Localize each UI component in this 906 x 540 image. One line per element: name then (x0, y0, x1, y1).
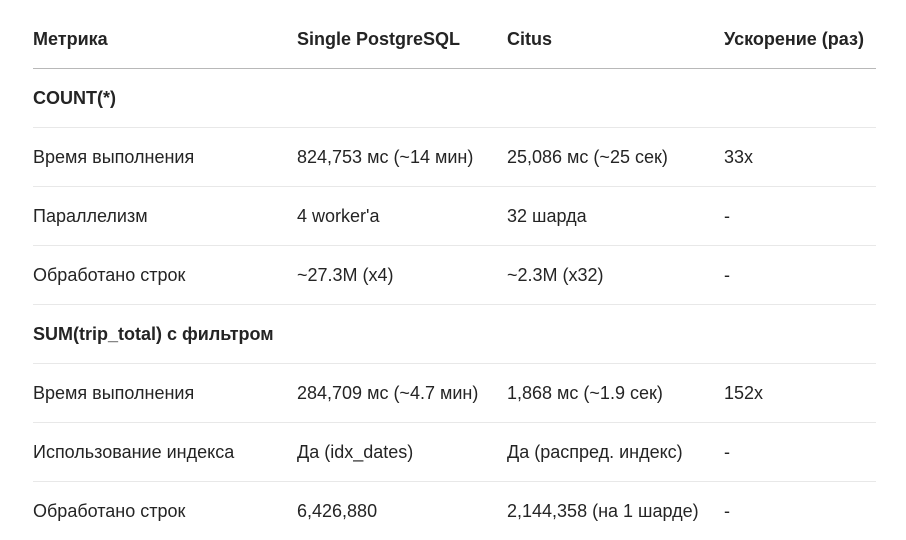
section-title: SUM(trip_total) с фильтром (33, 324, 274, 344)
metric-cell: Время выполнения (33, 383, 195, 403)
single-postgresql-cell: ~27.3M (x4) (297, 265, 394, 285)
table-header-row: Метрика Single PostgreSQL Citus Ускорени… (33, 10, 876, 69)
citus-cell: 32 шарда (507, 206, 587, 226)
table-row: Обработано строк 6,426,880 2,144,358 (на… (33, 482, 876, 540)
column-header-metric: Метрика (33, 29, 108, 49)
citus-cell: 2,144,358 (на 1 шарде) (507, 501, 699, 521)
speedup-cell: 152x (724, 383, 764, 403)
metric-cell: Использование индекса (33, 442, 235, 462)
single-postgresql-cell: Да (idx_dates) (297, 442, 414, 462)
comparison-table: Метрика Single PostgreSQL Citus Ускорени… (33, 10, 876, 540)
table-row: Время выполнения 284,709 мс (~4.7 мин) 1… (33, 364, 876, 423)
speedup-cell: - (724, 206, 730, 226)
metric-cell: Обработано строк (33, 501, 186, 521)
column-header-citus: Citus (507, 29, 552, 49)
section-title: COUNT(*) (33, 88, 116, 108)
section-row-count: COUNT(*) (33, 69, 876, 128)
table-row: Использование индекса Да (idx_dates) Да … (33, 423, 876, 482)
speedup-cell: - (724, 442, 730, 462)
citus-cell: 1,868 мс (~1.9 сек) (507, 383, 663, 403)
single-postgresql-cell: 824,753 мс (~14 мин) (297, 147, 474, 167)
single-postgresql-cell: 4 worker'а (297, 206, 380, 226)
metric-cell: Обработано строк (33, 265, 186, 285)
citus-cell: Да (распред. индекс) (507, 442, 683, 462)
table-row: Обработано строк ~27.3M (x4) ~2.3M (x32)… (33, 246, 876, 305)
metric-cell: Параллелизм (33, 206, 148, 226)
speedup-cell: 33x (724, 147, 754, 167)
single-postgresql-cell: 284,709 мс (~4.7 мин) (297, 383, 479, 403)
speedup-cell: - (724, 501, 730, 521)
column-header-single-postgresql: Single PostgreSQL (297, 29, 461, 49)
metric-cell: Время выполнения (33, 147, 195, 167)
speedup-cell: - (724, 265, 730, 285)
citus-cell: ~2.3M (x32) (507, 265, 604, 285)
table-row: Параллелизм 4 worker'а 32 шарда - (33, 187, 876, 246)
section-row-sum: SUM(trip_total) с фильтром (33, 305, 876, 364)
citus-cell: 25,086 мс (~25 сек) (507, 147, 668, 167)
single-postgresql-cell: 6,426,880 (297, 501, 378, 521)
table-row: Время выполнения 824,753 мс (~14 мин) 25… (33, 128, 876, 187)
column-header-speedup: Ускорение (раз) (724, 29, 864, 49)
